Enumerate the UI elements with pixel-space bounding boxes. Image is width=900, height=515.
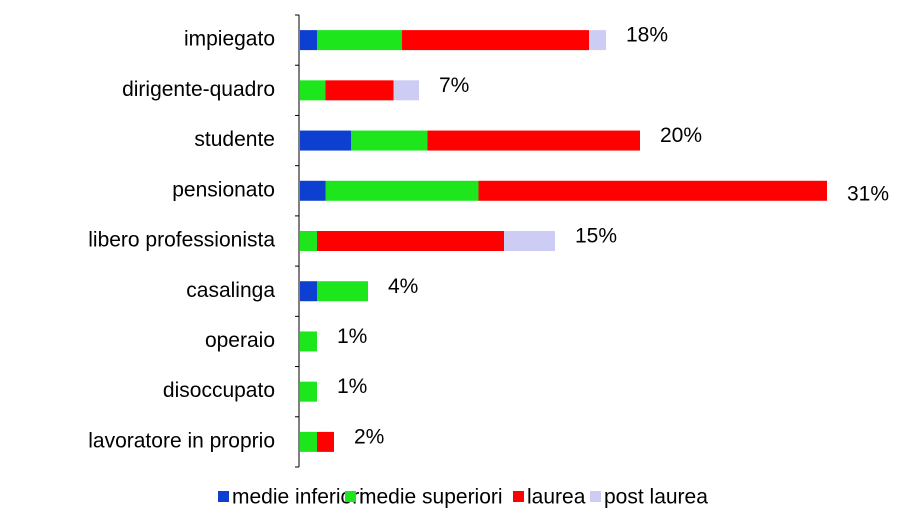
total-label: 1% [337,325,367,348]
bar-segment [325,80,394,101]
bar-segment [300,130,351,151]
total-label: 15% [575,225,617,248]
legend-swatch [590,491,601,502]
total-label: 31% [847,182,889,205]
total-label: 7% [439,74,469,97]
total-label: 20% [660,124,702,147]
y-tick-label: disoccupato [163,379,275,402]
bar-segment [300,180,326,201]
bar-segment [317,431,334,452]
bar-segment [300,231,317,251]
total-label: 1% [337,375,367,398]
bar-segment [504,231,555,251]
y-tick-label: studente [194,128,275,151]
y-tick-label: casalinga [186,279,275,302]
legend-label: laurea [527,486,586,509]
y-tick-label: lavoratore in proprio [88,429,275,452]
y-tick-label: impiegato [184,28,275,51]
bar-segment [300,80,326,101]
bar-segment [317,231,504,251]
bar-segment [589,30,606,51]
y-tick-label: libero professionista [88,229,275,252]
bar-segment [393,80,419,101]
legend-swatch [345,491,356,502]
bar-segment [317,30,402,51]
bar-segment [317,281,368,302]
y-tick-label: dirigente-quadro [122,78,275,101]
y-tick-label: operaio [205,329,275,352]
legend-label: medie superiori [359,486,503,509]
bar-segment [351,130,428,151]
bar-segment [427,130,640,151]
bar-segment [325,180,479,201]
legend-label: post laurea [604,486,708,509]
bar-segment [300,331,317,352]
total-label: 4% [388,275,418,298]
bar-segment [300,30,317,51]
bar-segment [300,381,317,402]
legend-swatch [513,491,524,502]
bar-segment [478,180,827,201]
bar-segment [300,431,317,452]
legend-swatch [218,491,229,502]
total-label: 2% [354,425,384,448]
bar-segment [300,281,317,302]
legend-label: medie inferiori [232,486,364,509]
total-label: 18% [626,24,668,47]
bar-segment [402,30,589,51]
y-tick-label: pensionato [172,178,275,201]
